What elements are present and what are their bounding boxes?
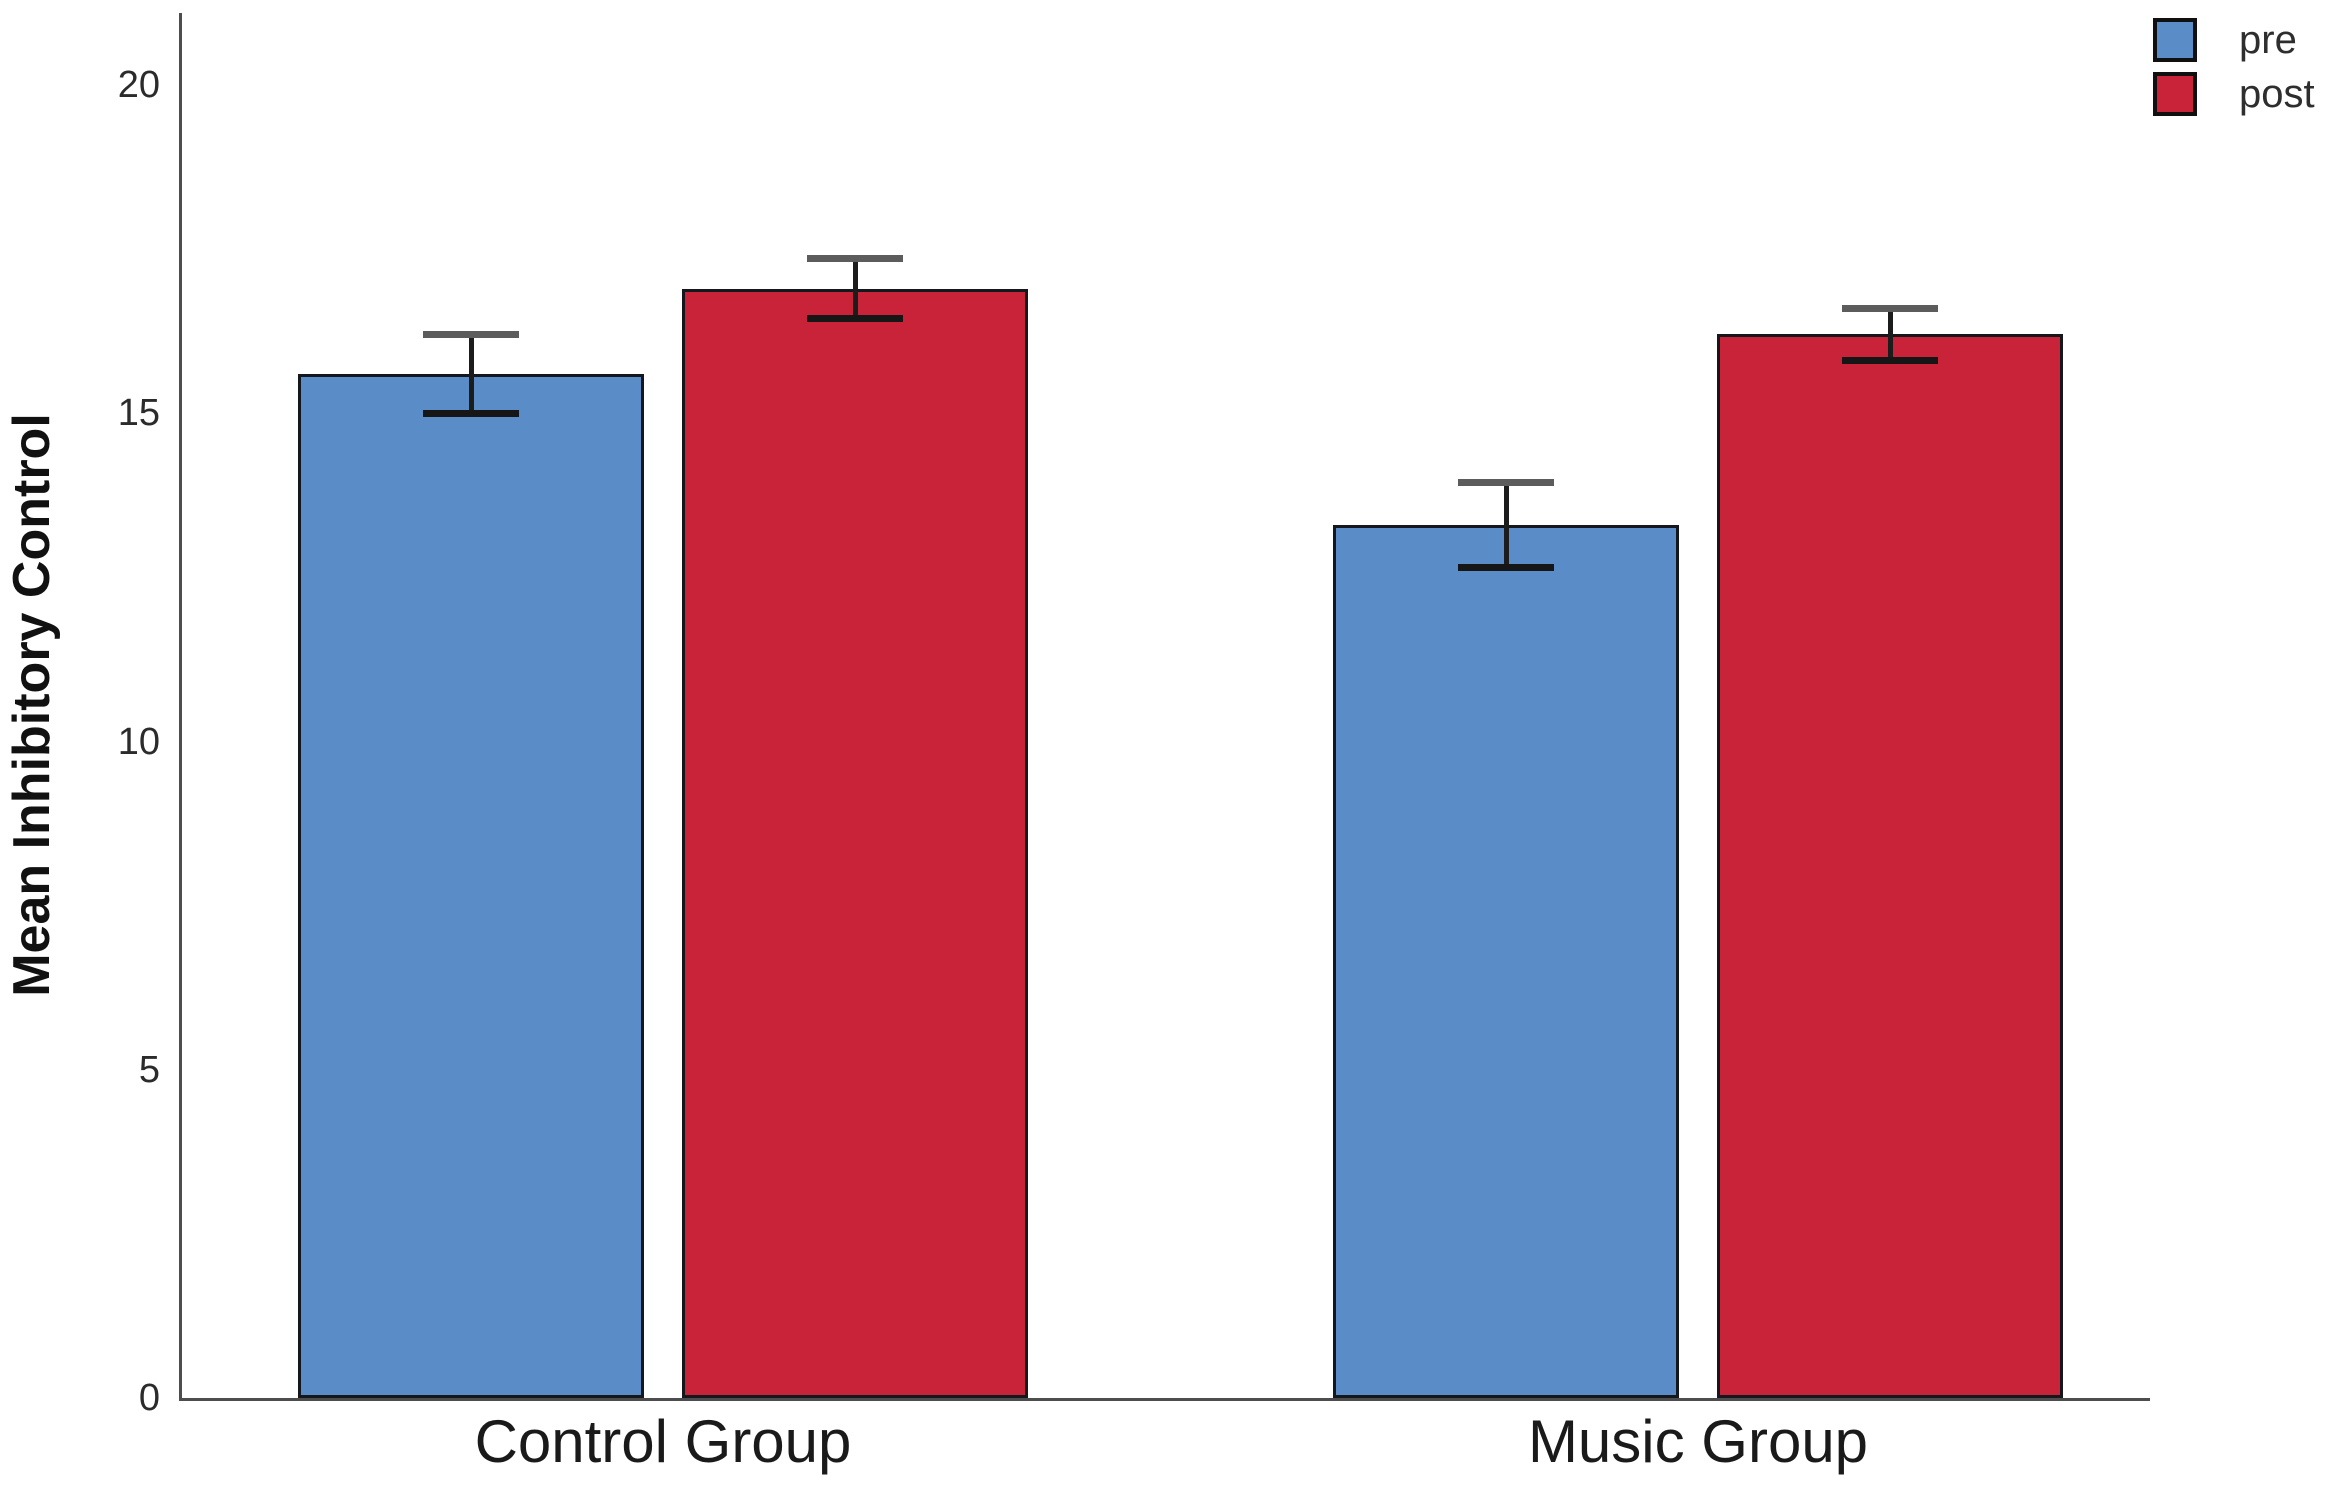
error-cap-bottom-control-group-pre (423, 409, 519, 417)
error-cap-top-control-group-post (807, 255, 903, 263)
error-bar-control-group-pre (468, 334, 474, 414)
y-tick-label-5: 5 (138, 1048, 160, 1091)
y-tick-label-15: 15 (117, 392, 160, 435)
legend-swatch-pre (2153, 18, 2197, 62)
x-category-label-music-group: Music Group (1527, 1408, 1869, 1475)
error-bar-control-group-post (852, 258, 858, 319)
bar-control-group-post (682, 288, 1028, 1398)
y-tick-label-0: 0 (138, 1377, 160, 1419)
error-cap-top-control-group-pre (423, 330, 519, 338)
error-cap-top-music-group-post (1842, 304, 1938, 312)
x-category-label-control-group: Control Group (474, 1408, 852, 1475)
legend-swatch-post (2153, 72, 2197, 116)
error-cap-bottom-music-group-post (1842, 357, 1938, 365)
y-axis-title: Mean Inhibitory Control (3, 413, 61, 997)
error-bar-music-group-pre (1503, 482, 1509, 568)
y-tick-label-10: 10 (117, 720, 160, 763)
bar-music-group-pre (1333, 524, 1679, 1398)
error-cap-bottom-control-group-post (807, 314, 903, 322)
legend-entry-pre: pre (2153, 18, 2315, 62)
legend-entry-post: post (2153, 72, 2315, 116)
bar-music-group-post (1717, 334, 2063, 1398)
error-cap-bottom-music-group-pre (1458, 564, 1554, 572)
legend-label-pre: pre (2239, 18, 2297, 62)
legend: pre post (2153, 18, 2315, 126)
error-bar-music-group-post (1887, 308, 1893, 361)
y-tick-label-20: 20 (117, 64, 160, 106)
error-cap-top-music-group-pre (1458, 478, 1554, 486)
plot-area (179, 13, 2150, 1401)
legend-label-post: post (2239, 72, 2315, 116)
bar-control-group-pre (298, 373, 644, 1398)
